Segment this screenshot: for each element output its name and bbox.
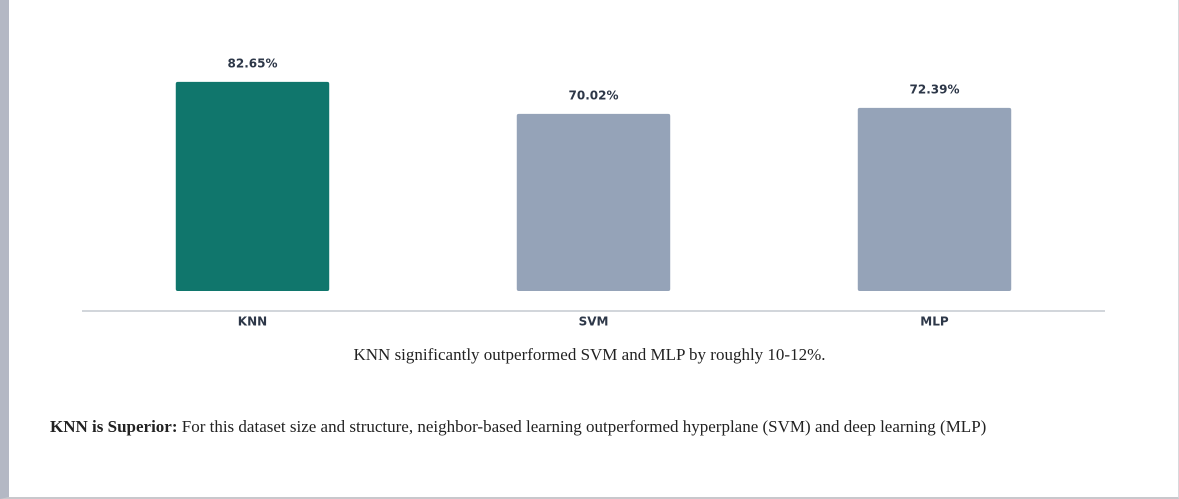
caption: KNN significantly outperformed SVM and M… xyxy=(353,345,826,364)
note-text: For this dataset size and structure, nei… xyxy=(181,417,987,436)
value-label: 82.65% xyxy=(228,56,278,70)
x-tick-label: MLP xyxy=(920,315,949,329)
bar xyxy=(516,113,671,292)
note: KNN is Superior: For this dataset size a… xyxy=(50,417,986,437)
x-tick-label: KNN xyxy=(238,315,267,329)
bar xyxy=(857,107,1012,291)
value-label: 72.39% xyxy=(910,82,960,96)
bar xyxy=(175,81,330,291)
value-label: 70.02% xyxy=(569,88,619,102)
x-tick-label: SVM xyxy=(579,315,609,329)
note-heading: KNN is Superior: xyxy=(50,417,178,436)
